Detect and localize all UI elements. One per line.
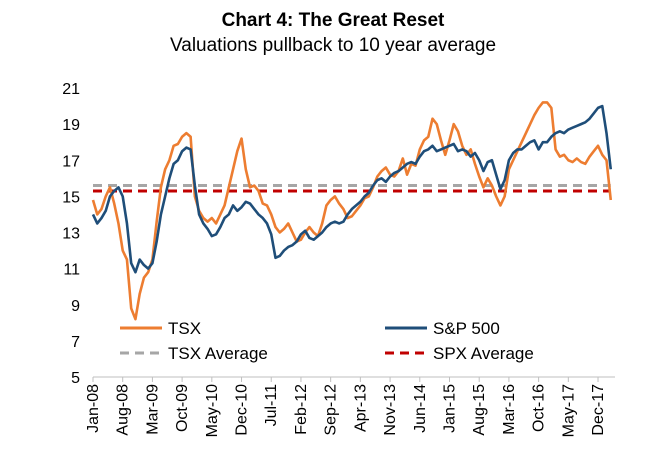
sp500-line: [91, 104, 613, 274]
x-axis-ticks: Jan-08 Aug-08 Mar-09 Oct-09 May-10 Dec-10 Jul-…: [85, 377, 607, 437]
x-tick-label: Mar-09: [144, 384, 161, 435]
chart-subtitle: Valuations pullback to 10 year average: [170, 35, 496, 56]
y-tick-label: 7: [71, 334, 80, 351]
x-tick-label: Aug-15: [471, 384, 488, 436]
x-tick-label: Sep-12: [323, 384, 340, 436]
x-tick-label: Dec-17: [590, 384, 607, 436]
x-tick-label: Oct-09: [174, 384, 191, 432]
y-tick-label: 21: [62, 81, 80, 98]
y-axis-ticks: 5 7 9 11 13 15 17 19 21: [62, 81, 80, 387]
y-tick-label: 17: [62, 153, 80, 170]
legend-label: TSX Average: [168, 344, 268, 363]
y-tick-label: 9: [71, 298, 80, 315]
reference-lines: [93, 184, 611, 193]
x-tick-label: Jan-08: [85, 384, 102, 433]
tsx-line: [91, 101, 613, 321]
legend-label: S&P 500: [433, 319, 500, 338]
x-tick-label: Feb-12: [293, 384, 310, 435]
legend: TSX S&P 500 TSX Average SPX Average: [120, 319, 534, 363]
series-lines: [91, 101, 613, 321]
legend-label: SPX Average: [433, 344, 534, 363]
x-tick-label: Jul-11: [263, 384, 280, 426]
chart-title: Chart 4: The Great Reset: [222, 10, 445, 31]
x-tick-label: Dec-10: [234, 384, 251, 436]
x-tick-label: Mar-16: [501, 384, 518, 435]
y-tick-label: 13: [62, 226, 80, 243]
y-tick-label: 11: [63, 262, 80, 279]
x-tick-label: Nov-13: [382, 384, 399, 436]
y-tick-label: 19: [62, 117, 80, 134]
x-tick-label: Jun-14: [412, 384, 429, 433]
x-tick-label: May-10: [204, 384, 221, 437]
y-tick-label: 15: [62, 189, 80, 206]
x-tick-label: Jan-15: [441, 384, 458, 433]
legend-label: TSX: [168, 319, 201, 338]
x-tick-label: Aug-08: [115, 384, 132, 436]
x-tick-label: Oct-16: [531, 384, 548, 432]
x-tick-label: May-17: [560, 384, 577, 437]
y-tick-label: 5: [71, 370, 80, 387]
x-tick-label: Apr-13: [352, 384, 369, 432]
